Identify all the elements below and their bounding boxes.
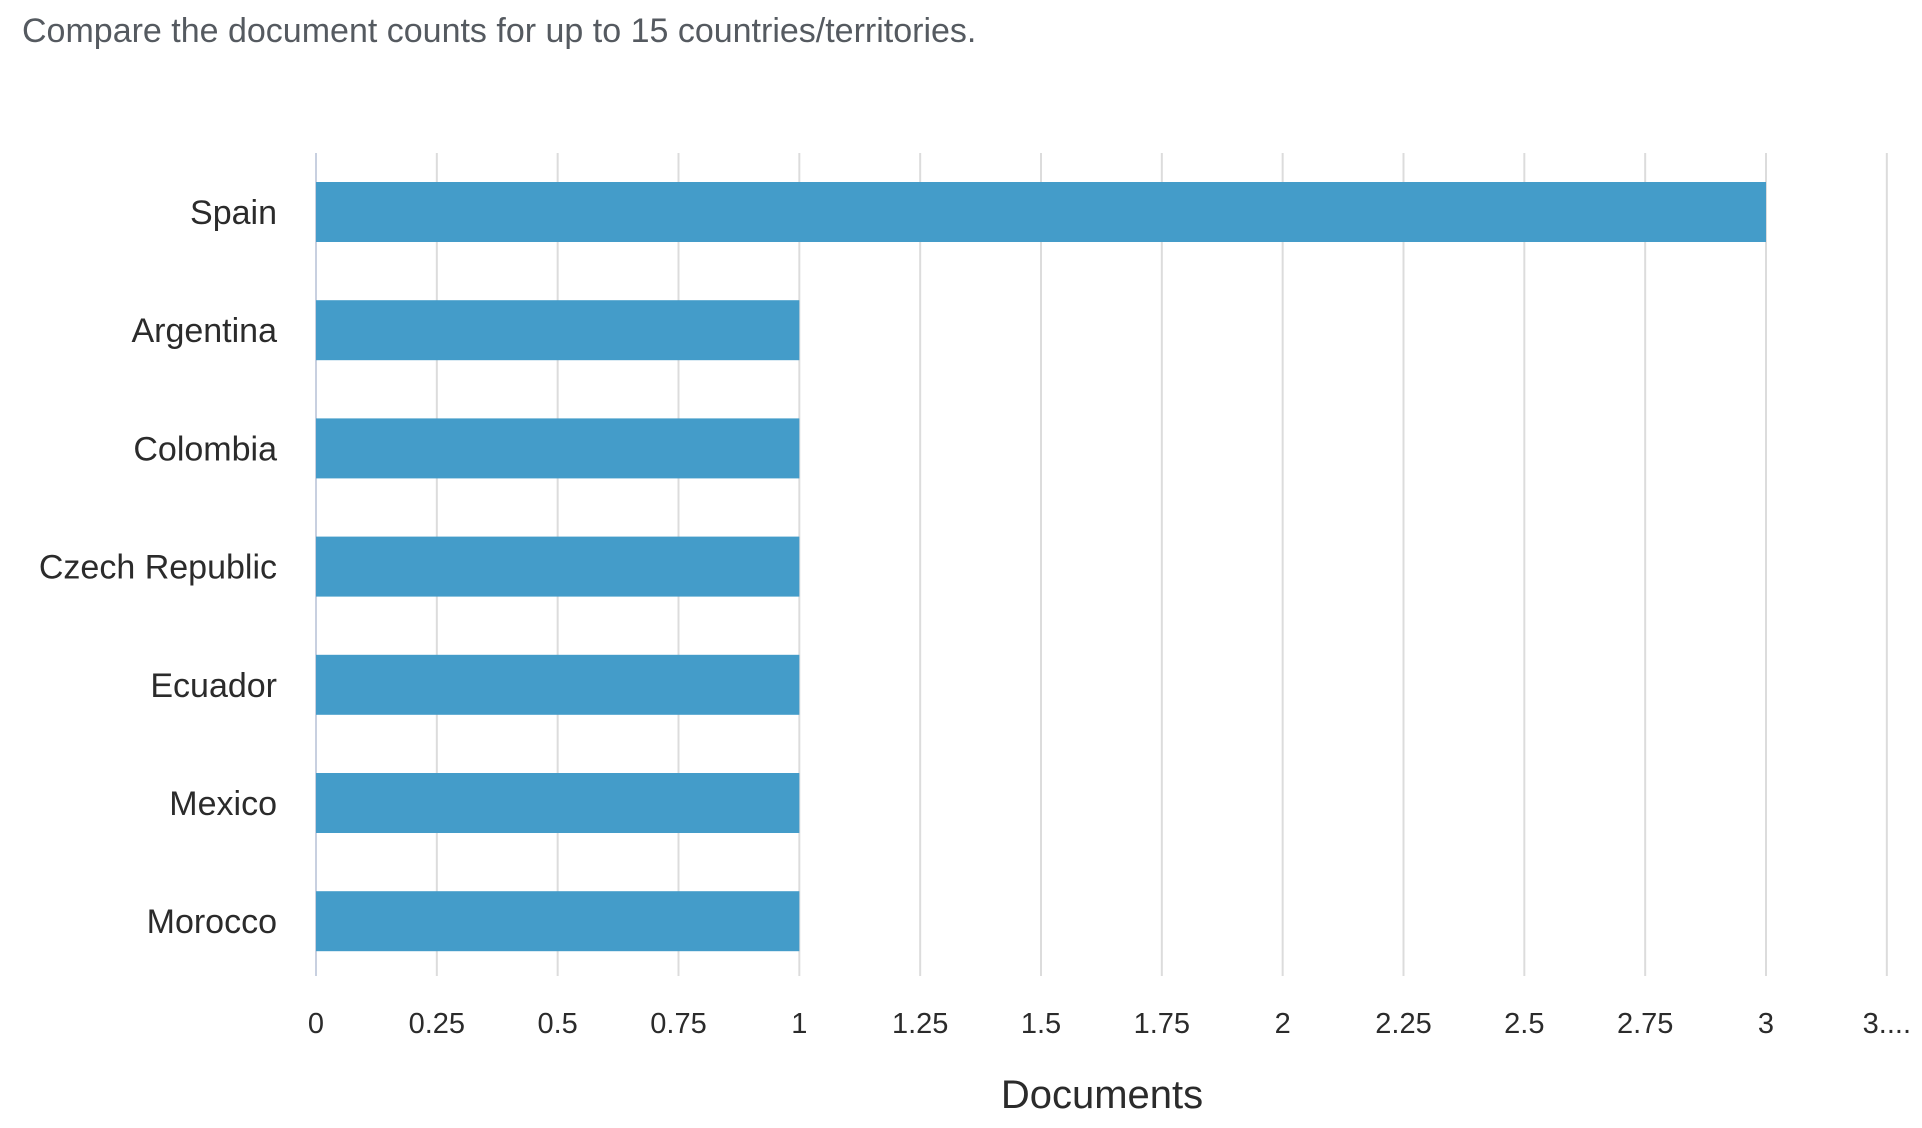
category-label: Morocco: [147, 903, 277, 941]
category-label: Mexico: [169, 785, 277, 823]
x-axis-title: Documents: [1001, 1073, 1203, 1117]
x-tick-label: 2.25: [1375, 1008, 1431, 1040]
category-label: Czech Republic: [39, 549, 277, 587]
x-tick-label: 0.75: [650, 1008, 706, 1040]
bar: [316, 654, 800, 715]
x-tick-label: 1: [791, 1008, 807, 1040]
category-label: Argentina: [131, 312, 277, 350]
bar: [316, 418, 800, 479]
chart-subtitle: Compare the document counts for up to 15…: [22, 12, 977, 50]
bar: [316, 300, 800, 361]
x-tick-label: 3....: [1863, 1008, 1911, 1040]
category-label: Spain: [190, 194, 277, 232]
x-tick-label: 1.25: [892, 1008, 948, 1040]
x-tick-label: 0.25: [409, 1008, 465, 1040]
bar: [316, 536, 800, 597]
x-tick-label: 0: [308, 1008, 324, 1040]
category-label: Colombia: [133, 430, 277, 468]
bar: [316, 773, 800, 833]
x-tick-label: 3: [1758, 1008, 1774, 1040]
x-tick-label: 2.75: [1617, 1008, 1673, 1040]
x-tick-label: 0.5: [538, 1008, 578, 1040]
x-tick-label: 1.75: [1134, 1008, 1190, 1040]
x-tick-label: 1.5: [1021, 1008, 1061, 1040]
x-tick-label: 2.5: [1504, 1008, 1544, 1040]
bar: [316, 182, 1766, 242]
x-tick-label: 2: [1275, 1008, 1291, 1040]
bar: [316, 891, 800, 952]
category-label: Ecuador: [150, 667, 277, 705]
